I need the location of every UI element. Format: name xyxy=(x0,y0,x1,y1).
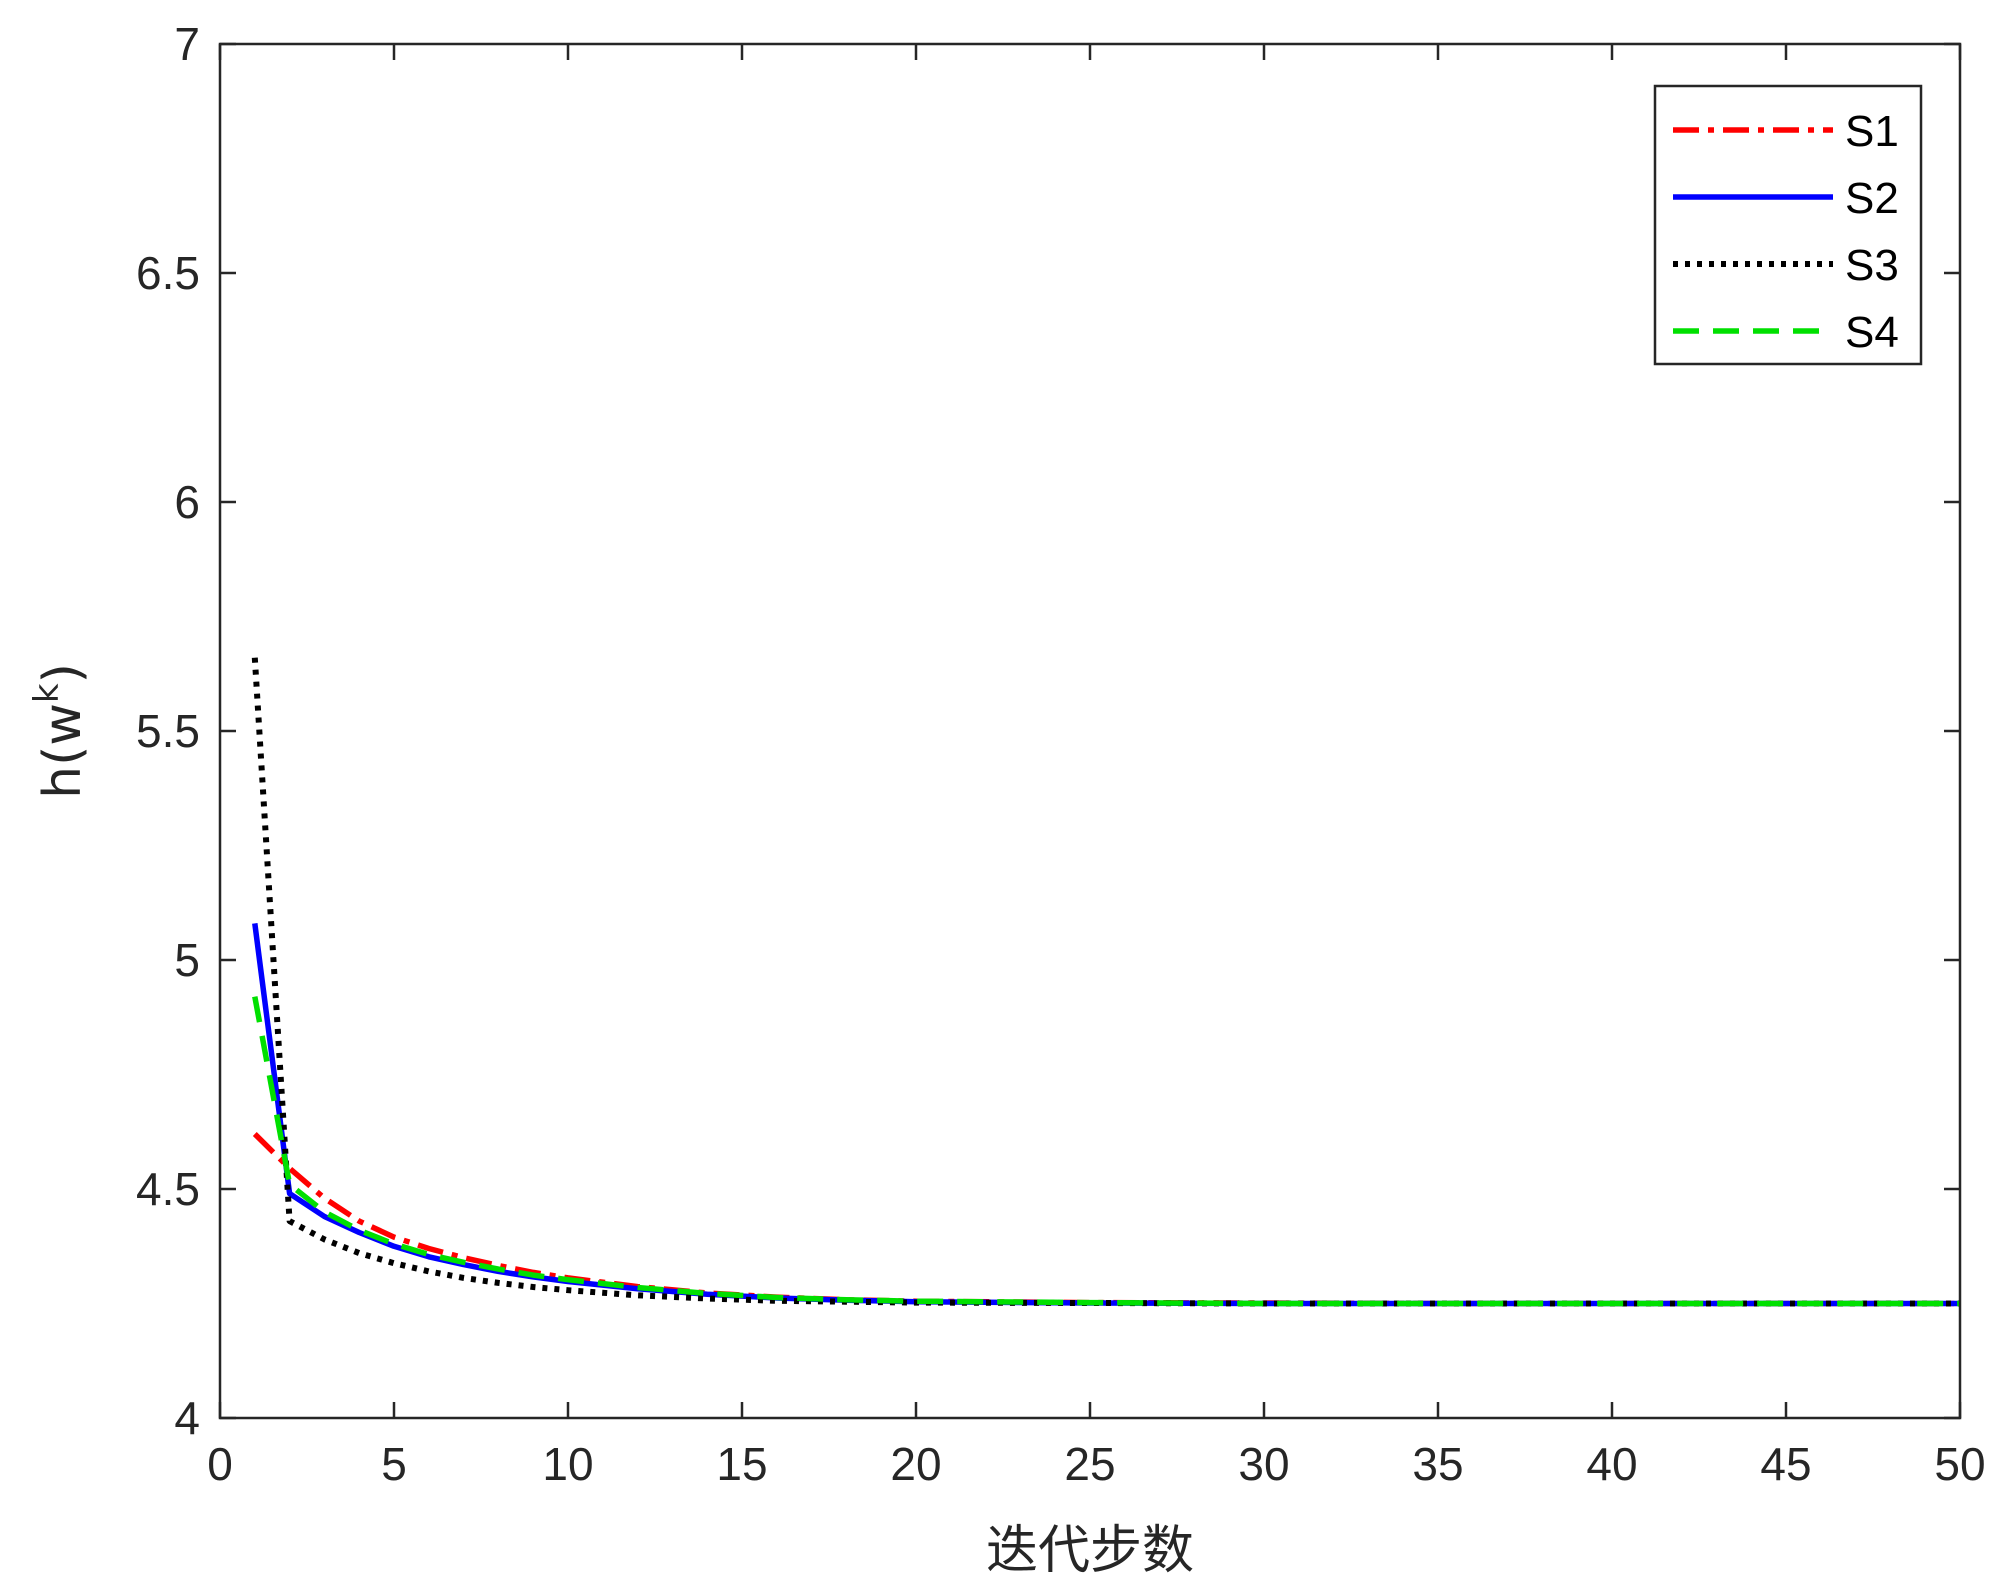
y-tick-label: 6 xyxy=(174,476,200,528)
x-tick-label: 5 xyxy=(381,1438,407,1490)
legend: S1 S2 S3 S4 xyxy=(1653,84,1923,366)
x-tick-label: 50 xyxy=(1934,1438,1985,1490)
x-tick-label: 15 xyxy=(716,1438,767,1490)
x-tick-label: 30 xyxy=(1238,1438,1289,1490)
x-tick-label: 10 xyxy=(542,1438,593,1490)
y-axis-label-base: h(w xyxy=(33,703,93,799)
x-tick-label: 25 xyxy=(1064,1438,1115,1490)
x-tick-label: 45 xyxy=(1760,1438,1811,1490)
ticks-layer xyxy=(218,42,1962,1420)
legend-label-s2: S2 xyxy=(1845,174,1899,223)
tick-labels-layer: 0 5 10 15 20 25 30 35 40 45 50 4 4.5 5 5.5 6 6.5 7 xyxy=(136,18,1986,1490)
legend-label-s3: S3 xyxy=(1845,241,1899,290)
y-axis-label: h(wk) xyxy=(27,663,93,799)
y-tick-label: 5.5 xyxy=(136,705,200,757)
y-tick-label: 6.5 xyxy=(136,247,200,299)
series-layer xyxy=(251,657,1960,1307)
x-tick-label: 0 xyxy=(207,1438,233,1490)
y-tick-label: 4.5 xyxy=(136,1163,200,1215)
legend-label-s1: S1 xyxy=(1845,107,1899,156)
legend-label-s4: S4 xyxy=(1845,308,1899,357)
y-axis-label-close: ) xyxy=(33,663,93,683)
y-tick-label: 5 xyxy=(174,934,200,986)
x-axis-label: 迭代步数 xyxy=(986,1521,1194,1581)
x-tick-label: 35 xyxy=(1412,1438,1463,1490)
series-line-s4 xyxy=(252,996,1960,1307)
y-tick-label: 4 xyxy=(174,1392,200,1444)
y-tick-label: 7 xyxy=(174,18,200,70)
x-tick-label: 40 xyxy=(1586,1438,1637,1490)
x-tick-label: 20 xyxy=(890,1438,941,1490)
y-axis-label-superscript: k xyxy=(27,683,67,703)
